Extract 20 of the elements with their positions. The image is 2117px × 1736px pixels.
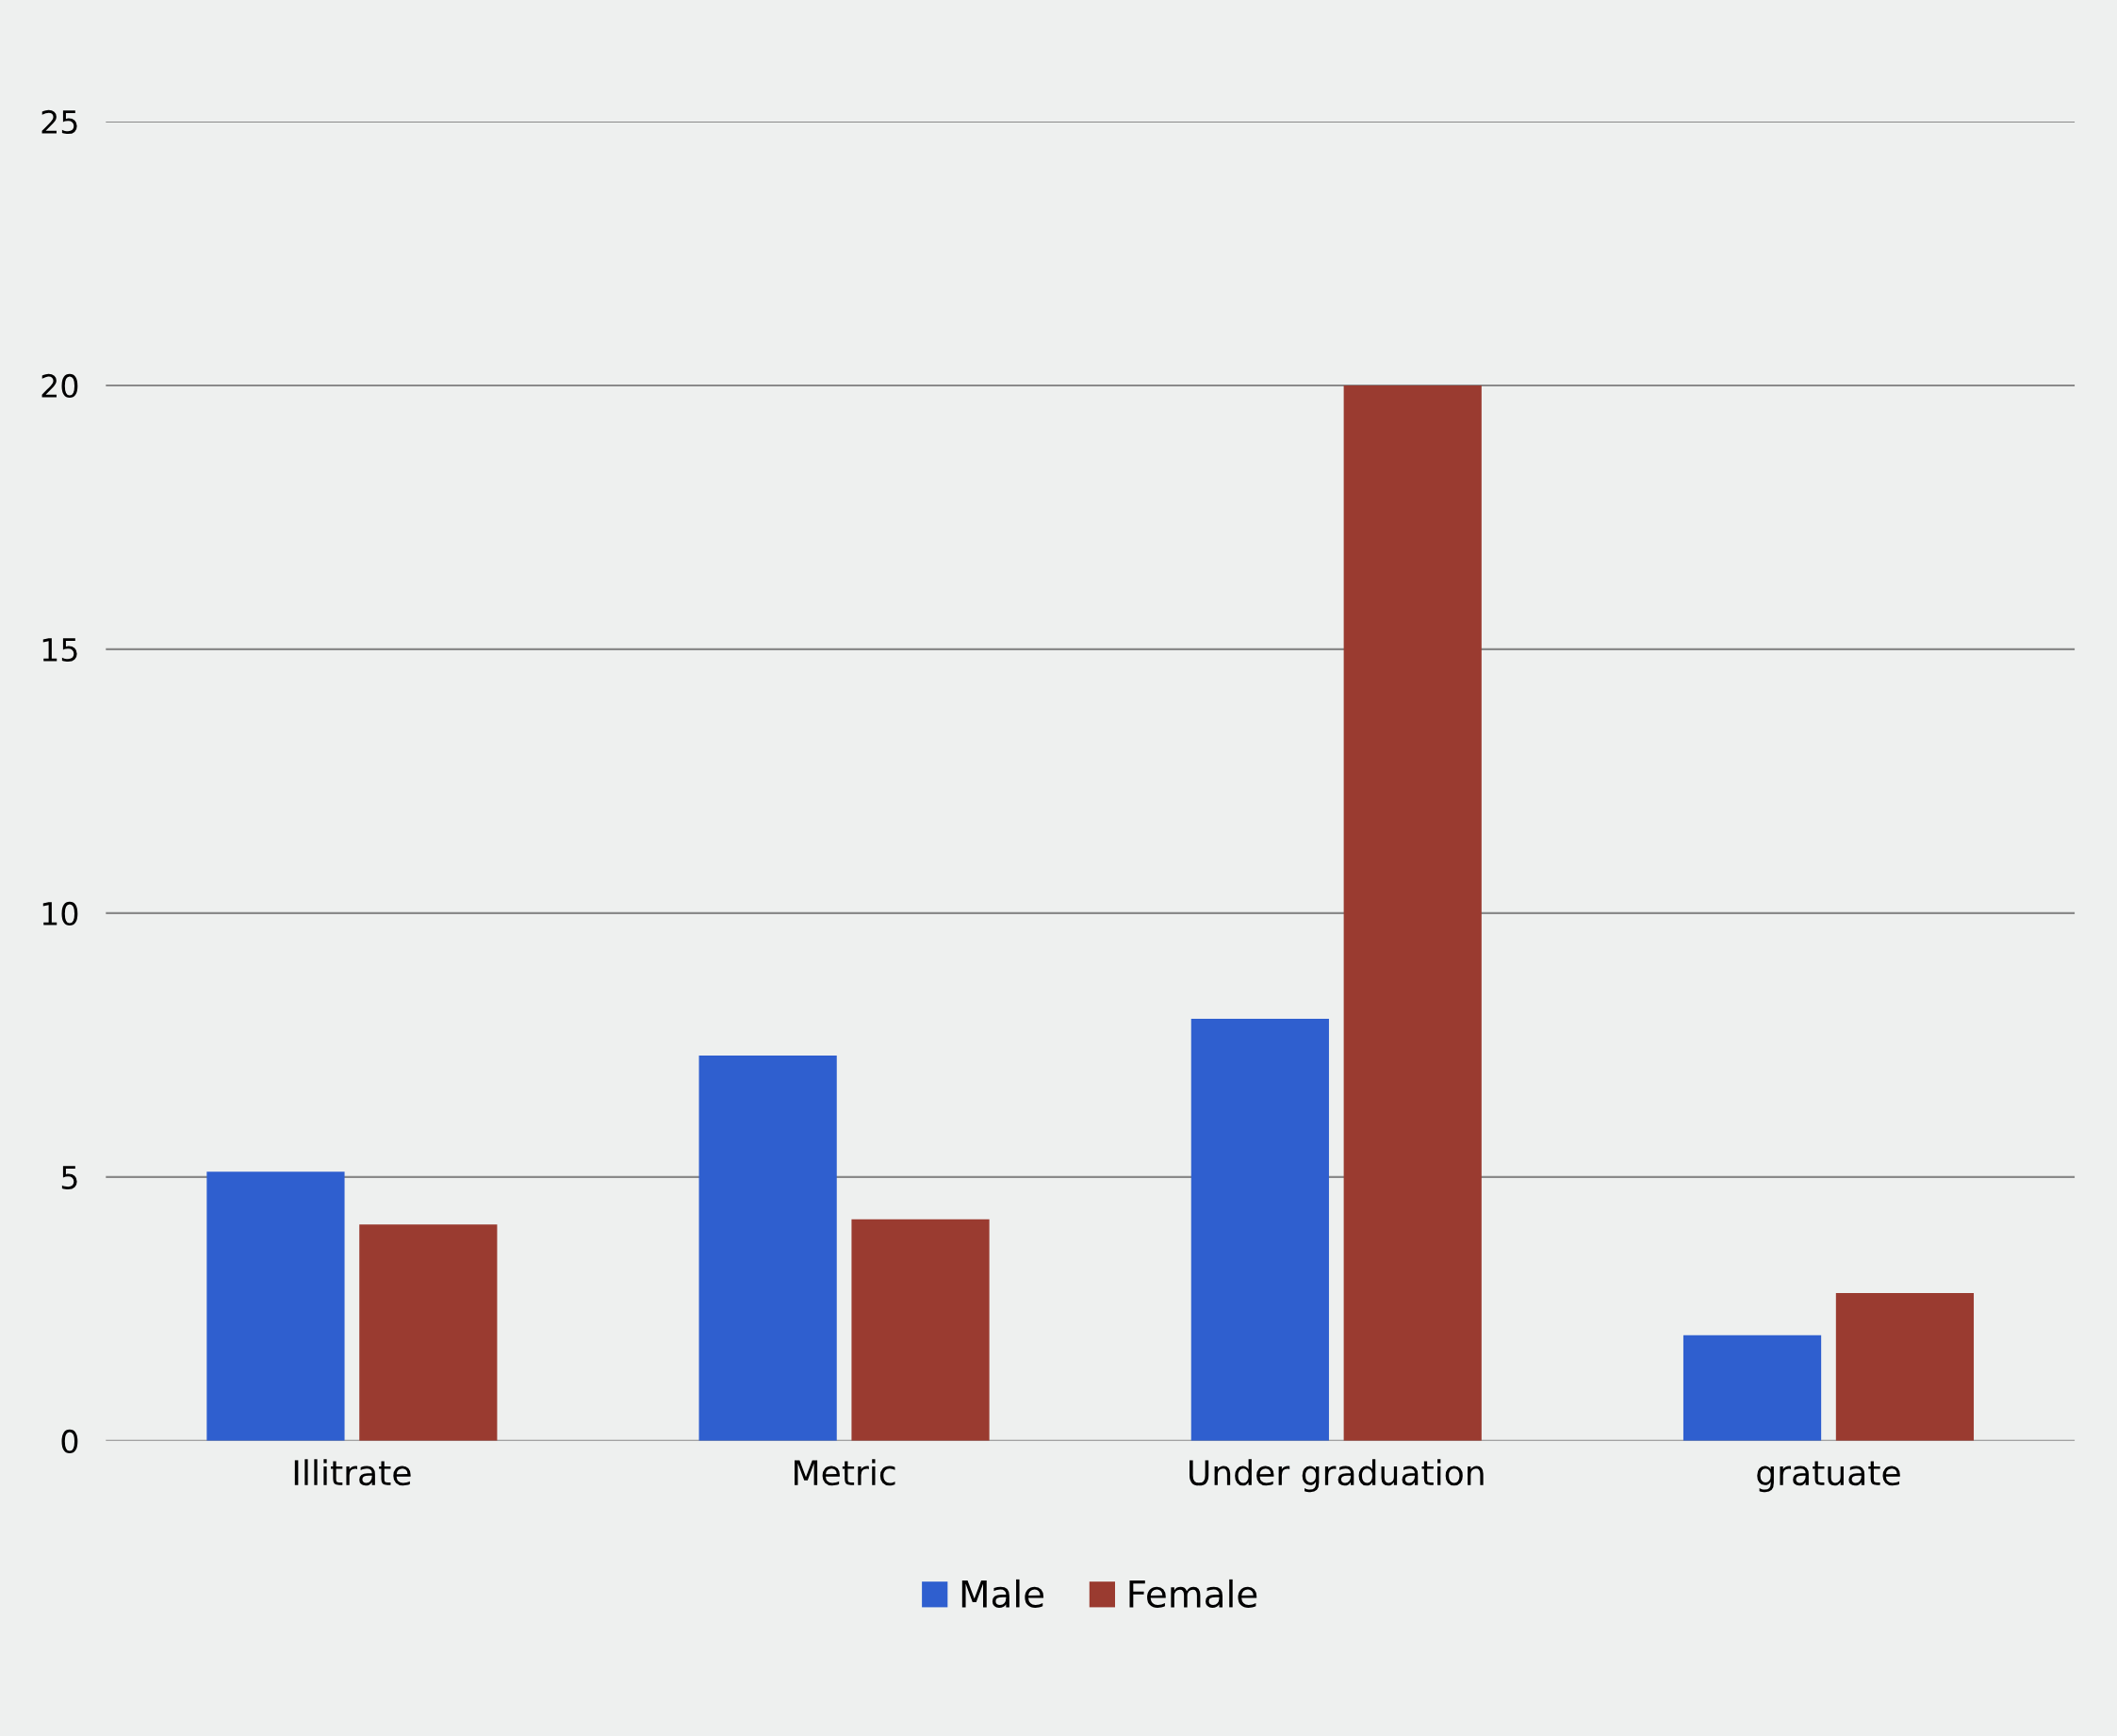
x-tick-label: Under graduation	[1190, 1459, 1484, 1493]
y-tick-label: 15	[42, 638, 77, 663]
y-tick-label: 10	[42, 901, 78, 926]
bar	[1190, 1018, 1329, 1441]
bar	[1835, 1293, 1975, 1441]
x-tick-label: Illitrate	[294, 1459, 411, 1486]
y-tick-label: 0	[61, 1429, 78, 1453]
bar	[851, 1219, 990, 1441]
y-tick-label: 5	[61, 1166, 77, 1190]
y-tick-label: 25	[41, 109, 77, 135]
bar	[206, 1171, 345, 1441]
legend-label: Male	[961, 1579, 1044, 1608]
bar	[698, 1056, 837, 1441]
x-tick-label: gratuate	[1757, 1461, 1900, 1493]
bar	[1682, 1335, 1822, 1441]
bar	[359, 1224, 498, 1441]
y-tick-label: 20	[41, 373, 78, 399]
x-tick-label: Metric	[795, 1459, 895, 1486]
legend-label: Female	[1129, 1579, 1257, 1608]
bar	[1343, 385, 1482, 1441]
